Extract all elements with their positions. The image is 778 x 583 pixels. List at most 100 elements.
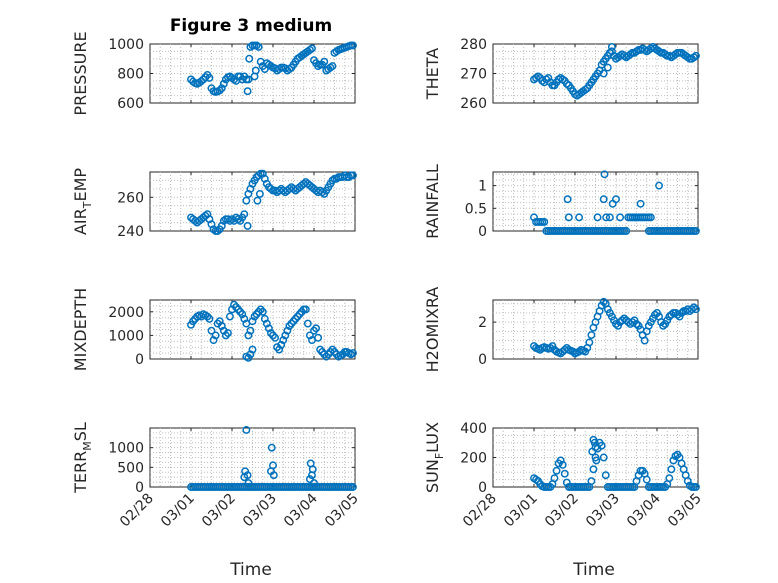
y-axis-label: H2OMIXRA: [423, 287, 442, 373]
data-point: [217, 322, 226, 330]
data-point: [279, 336, 288, 345]
y-tick-label: 0: [478, 480, 487, 496]
data-point: [550, 474, 559, 483]
data-point: [667, 465, 676, 474]
data-point: [546, 343, 555, 352]
data-point: [243, 471, 252, 480]
data-point: [215, 317, 224, 326]
data-point: [605, 213, 614, 222]
x-axis-label-right: Time: [572, 560, 615, 580]
data-point: [612, 195, 620, 204]
data-point: [558, 460, 567, 469]
data-point: [248, 345, 257, 354]
data-point: [269, 461, 277, 470]
x-tick-label: 03/02: [542, 491, 582, 531]
data-point: [201, 73, 210, 82]
data-point: [544, 73, 553, 82]
data-point: [275, 345, 284, 354]
y-tick-label: 400: [460, 421, 487, 437]
y-tick-label: 800: [117, 67, 144, 83]
data-point: [616, 213, 625, 222]
data-point: [575, 213, 584, 222]
data-point: [564, 213, 573, 222]
y-tick-label: 0: [478, 352, 487, 368]
data-point: [344, 173, 353, 182]
data-point: [592, 456, 601, 465]
data-point: [314, 333, 323, 342]
panel-air_temp: 240 260 AIRTEMP: [71, 168, 357, 240]
data-point: [253, 196, 262, 205]
data-point: [264, 324, 273, 333]
data-point: [277, 340, 286, 349]
data-point: [267, 443, 276, 452]
data-point: [563, 195, 572, 204]
data-point: [349, 41, 357, 50]
y-axis-label: RAINFALL: [423, 164, 442, 239]
data-point: [599, 195, 608, 204]
data-point: [251, 66, 260, 75]
data-point: [593, 213, 602, 222]
panel-terr_msl: 02/28 03/01 03/02 03/03 03/04 03/05 0 500 1000 TE…: [71, 422, 362, 530]
data-point: [603, 63, 612, 72]
data-point: [692, 305, 700, 314]
data-point: [312, 324, 320, 333]
data-point: [226, 216, 234, 225]
x-tick-label: 03/04: [281, 490, 321, 530]
data-point: [213, 227, 222, 235]
y-axis-label-main: H2OMIXRA: [423, 287, 442, 373]
series-points: [530, 170, 700, 235]
x-tick-label: 03/03: [583, 491, 623, 531]
data-point: [655, 181, 663, 190]
y-axis-label-main: MIXDEPTH: [71, 288, 90, 371]
y-tick-label: 240: [117, 224, 144, 240]
data-point: [587, 331, 596, 339]
data-point: [240, 314, 249, 323]
data-point: [673, 310, 682, 319]
data-point: [622, 227, 631, 235]
data-point: [600, 170, 609, 179]
data-point: [585, 338, 594, 347]
y-tick-label: 0: [135, 352, 144, 368]
data-point: [599, 69, 608, 78]
data-point: [217, 84, 226, 93]
panel-mixdepth: 0 1000 2000 MIXDEPTH: [71, 288, 357, 371]
data-point: [540, 217, 549, 226]
figure-title: Figure 3 medium: [170, 16, 332, 36]
x-tick-label: 03/02: [199, 491, 239, 531]
y-axis-label-main: AIR: [71, 208, 90, 235]
data-point: [587, 477, 596, 486]
data-point: [238, 310, 247, 319]
data-point: [242, 196, 251, 205]
data-point: [281, 331, 290, 340]
x-tick-label: 02/28: [460, 491, 500, 531]
data-point: [349, 349, 357, 358]
data-point: [209, 336, 218, 345]
y-tick-label: 0: [478, 224, 487, 240]
x-tick-label: 03/05: [322, 491, 362, 531]
data-point: [590, 438, 599, 447]
data-point: [607, 47, 616, 56]
y-axis-label-subscript: M: [81, 441, 94, 451]
series-points: [187, 426, 357, 491]
y-tick-label: 1000: [108, 328, 144, 344]
y-axis-label-tail: SL: [71, 422, 90, 441]
y-tick-label: 270: [460, 67, 487, 83]
y-axis-label-main: SUN: [423, 459, 442, 493]
panel-theta: 260 270 280 THETA: [423, 37, 700, 112]
data-point: [349, 483, 357, 491]
series-points: [530, 297, 700, 358]
series-points: [530, 43, 700, 100]
data-point: [207, 326, 216, 335]
grid-lines: [150, 172, 355, 231]
x-tick-label: 03/01: [501, 491, 541, 531]
data-point: [642, 475, 651, 484]
series-points: [530, 435, 700, 491]
y-axis-label-subscript: F: [433, 453, 446, 459]
y-tick-label: 1000: [108, 441, 144, 457]
data-point: [692, 51, 700, 60]
x-tick-label: 03/05: [665, 491, 705, 531]
data-point: [328, 176, 337, 185]
data-point: [589, 465, 598, 474]
data-point: [669, 456, 678, 465]
series-points: [187, 300, 357, 362]
